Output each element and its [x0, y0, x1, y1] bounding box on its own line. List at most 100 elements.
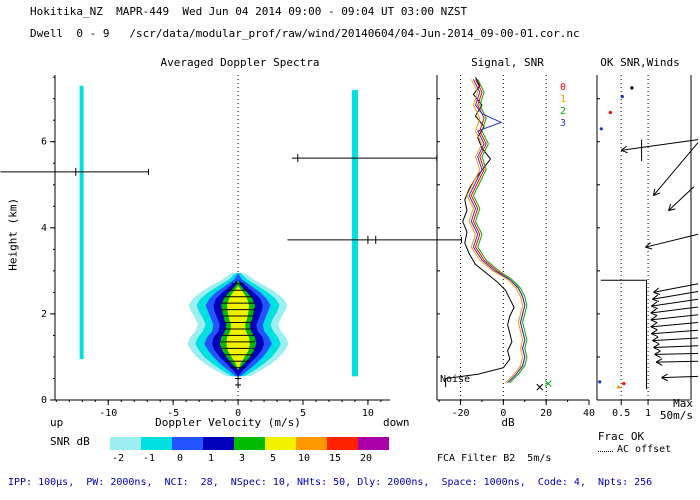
- header-line-1: Hokitika_NZ MAPR-449 Wed Jun 04 2014 09:…: [30, 5, 468, 18]
- colorbar-tick-label: -2: [112, 453, 124, 464]
- scatter-dot: [616, 385, 621, 389]
- tick-label: 2: [41, 309, 47, 320]
- wind-arrow-head: [652, 336, 659, 342]
- up-label: up: [50, 416, 64, 429]
- scatter-dot: [622, 382, 626, 386]
- colorbar-swatch: [141, 437, 172, 450]
- tick-label: 10: [362, 408, 374, 419]
- wind-arrow-head: [654, 353, 661, 359]
- wind-arrow: [656, 360, 699, 363]
- wind-arrow-head: [652, 294, 659, 300]
- wind-arrow: [661, 375, 699, 379]
- wind-arrow-head: [652, 298, 660, 303]
- colorbar-tick-label: 20: [360, 453, 372, 464]
- colorbar-swatch: [203, 437, 234, 450]
- colorbar-tick-label: 15: [329, 453, 341, 464]
- wind-arrow-head: [653, 291, 661, 295]
- tick-label: 6: [41, 137, 47, 148]
- wind-arrow: [645, 233, 699, 248]
- colorbar-swatch: [234, 437, 265, 450]
- tick-label: 20: [540, 408, 552, 419]
- wind-arrow-head: [621, 149, 628, 154]
- colorbar-swatch: [110, 437, 141, 450]
- winds-plot-title: OK SNR,Winds: [600, 56, 680, 69]
- wind-arrow-head: [645, 246, 653, 250]
- colorbar-tick-label: 10: [298, 453, 310, 464]
- wind-arrow-head: [620, 145, 628, 151]
- tick-label: -20: [452, 408, 470, 419]
- scatter-dot: [599, 127, 603, 131]
- db-axis-label: dB: [501, 416, 515, 429]
- x-marker: [536, 383, 544, 391]
- fca-filter-label: FCA Filter B2 5m/s: [437, 453, 552, 464]
- velocity-axis-label: Doppler Velocity (m/s): [155, 416, 301, 429]
- snr-colorbar: -2 -1 0 1 3 5 10 15 20: [110, 437, 389, 464]
- frac-ok-line: [600, 279, 647, 390]
- ok-snr-winds-plot: 0.5 1: [596, 75, 699, 419]
- wind-arrow-head: [653, 287, 660, 293]
- tick-label: 0: [500, 408, 506, 419]
- colorbar-tick-label: 3: [239, 453, 245, 464]
- tick-label: 0: [235, 408, 241, 419]
- max-scale-label: 50m/s: [659, 409, 693, 422]
- tick-label: -5: [167, 408, 179, 419]
- doppler-spectra-plot: -10 -5 0 5 10 0 2 4 6: [0, 75, 462, 419]
- fracok-axis-label: Frac OK: [597, 430, 645, 443]
- legend-beam-2: 2: [560, 106, 566, 117]
- wind-arrow-head: [650, 312, 658, 317]
- wind-arrow-head: [661, 373, 668, 379]
- wind-arrow-head: [652, 188, 656, 196]
- colorbar-tick-label: 1: [208, 453, 214, 464]
- scatter-dot: [630, 86, 634, 90]
- wind-arrow-head: [650, 319, 658, 324]
- wind-arrow: [654, 353, 699, 355]
- tick-label: -10: [99, 408, 117, 419]
- wind-arrow-head: [655, 361, 663, 366]
- legend-beam-0: 0: [560, 82, 566, 93]
- tick-label: 1: [645, 408, 651, 419]
- wind-arrow-head: [668, 203, 672, 211]
- wind-arrow: [650, 322, 699, 328]
- wind-arrow-head: [661, 377, 668, 382]
- series-signal: [445, 76, 515, 388]
- wind-arrow: [652, 337, 699, 342]
- scatter-dot: [608, 110, 613, 115]
- wind-arrow: [650, 314, 699, 321]
- series-snr-beam-0: [470, 79, 526, 384]
- wind-arrow: [650, 306, 699, 314]
- series-snr-beam-2: [472, 79, 528, 384]
- interference-stripe: [79, 85, 84, 360]
- wind-arrow-head: [650, 326, 658, 331]
- ac-offset-legend: AC offset: [598, 444, 671, 456]
- main-plot-title: Averaged Doppler Spectra: [160, 56, 320, 69]
- wind-arrow-head: [650, 315, 657, 321]
- colorbar-swatch: [327, 437, 358, 450]
- tick-label: 40: [583, 408, 595, 419]
- wind-arrow: [651, 329, 699, 335]
- colorbar-tick-label: 0: [177, 453, 183, 464]
- wind-arrow-head: [651, 333, 658, 338]
- legend-beam-1: 1: [560, 94, 566, 105]
- down-label: down: [383, 416, 410, 429]
- interference-stripe: [351, 90, 358, 377]
- wind-arrow: [668, 186, 695, 211]
- snr-db-colorbar-label: SNR dB: [50, 435, 90, 448]
- wind-arrow: [621, 139, 699, 151]
- tick-label: 0: [41, 395, 47, 406]
- wind-arrow: [651, 298, 699, 307]
- colorbar-swatch: [172, 437, 203, 450]
- header-line-2: Dwell 0 - 9 /scr/data/modular_prof/raw/w…: [30, 27, 580, 40]
- colorbar-swatch: [265, 437, 296, 450]
- colorbar-tick-label: 5: [270, 453, 276, 464]
- legend-beam-3: 3: [560, 118, 566, 129]
- wind-arrow-head: [650, 301, 658, 307]
- wind-arrow-head: [655, 358, 663, 363]
- height-axis-label: Height (km): [6, 197, 20, 271]
- series-snr-beam-3: [468, 79, 526, 384]
- max-label: Max: [673, 397, 693, 410]
- colorbar-swatch: [358, 437, 389, 450]
- wind-arrow-head: [653, 192, 661, 196]
